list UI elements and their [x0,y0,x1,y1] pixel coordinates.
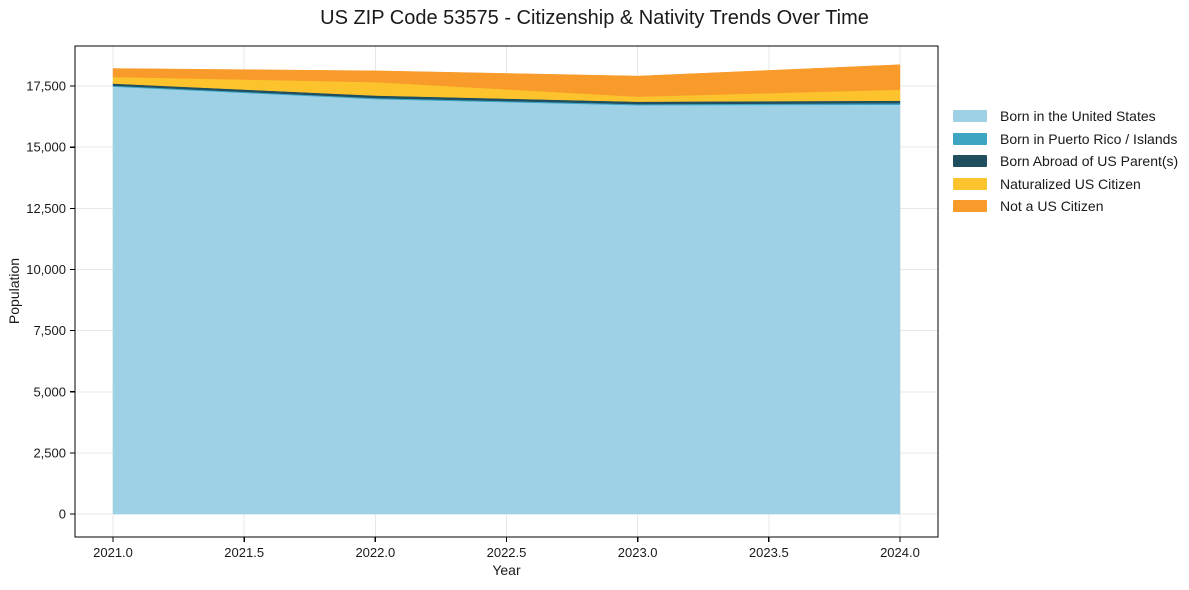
x-tick-label: 2021.5 [224,545,264,560]
x-axis-title: Year [492,562,521,578]
x-tick-label: 2022.5 [487,545,527,560]
chart-title: US ZIP Code 53575 - Citizenship & Nativi… [320,7,869,29]
y-tick-label: 12,500 [26,201,66,216]
legend-swatch-icon [953,200,987,213]
legend-label: Born in Puerto Rico / Islands [1000,130,1178,147]
legend: Born in the United States Born in Puerto … [953,105,1178,218]
legend-swatch-icon [953,155,987,168]
legend-label: Born Abroad of US Parent(s) [1000,153,1179,170]
x-tick-label: 2023.0 [618,545,658,560]
legend-swatch-icon [953,177,987,190]
y-tick-label: 2,500 [33,445,66,460]
legend-item-1: Born in Puerto Rico / Islands [953,128,1178,151]
x-tick-label: 2023.5 [749,545,789,560]
legend-item-3: Naturalized US Citizen [953,173,1178,196]
legend-swatch-icon [953,132,987,145]
legend-label: Not a US Citizen [1000,198,1104,215]
area-series-group [112,64,901,515]
y-tick-label: 10,000 [26,262,66,277]
x-tick-label: 2021.0 [93,545,133,560]
y-tick-label: 7,500 [33,323,66,338]
legend-label: Born in the United States [1000,108,1156,125]
legend-item-2: Born Abroad of US Parent(s) [953,150,1178,173]
y-tick-label: 17,500 [26,79,66,94]
legend-swatch-icon [953,110,987,123]
y-tick-label: 15,000 [26,140,66,155]
x-tick-label: 2022.0 [355,545,395,560]
y-axis-title: Population [6,257,22,325]
y-tick-label: 5,000 [33,384,66,399]
legend-item-4: Not a US Citizen [953,195,1178,218]
area-series-0 [112,86,901,515]
tick-marks [70,85,901,542]
x-tick-label: 2024.0 [880,545,920,560]
y-tick-label: 0 [59,507,66,522]
legend-item-0: Born in the United States [953,105,1178,128]
area-series-4 [112,64,901,97]
legend-label: Naturalized US Citizen [1000,175,1141,192]
